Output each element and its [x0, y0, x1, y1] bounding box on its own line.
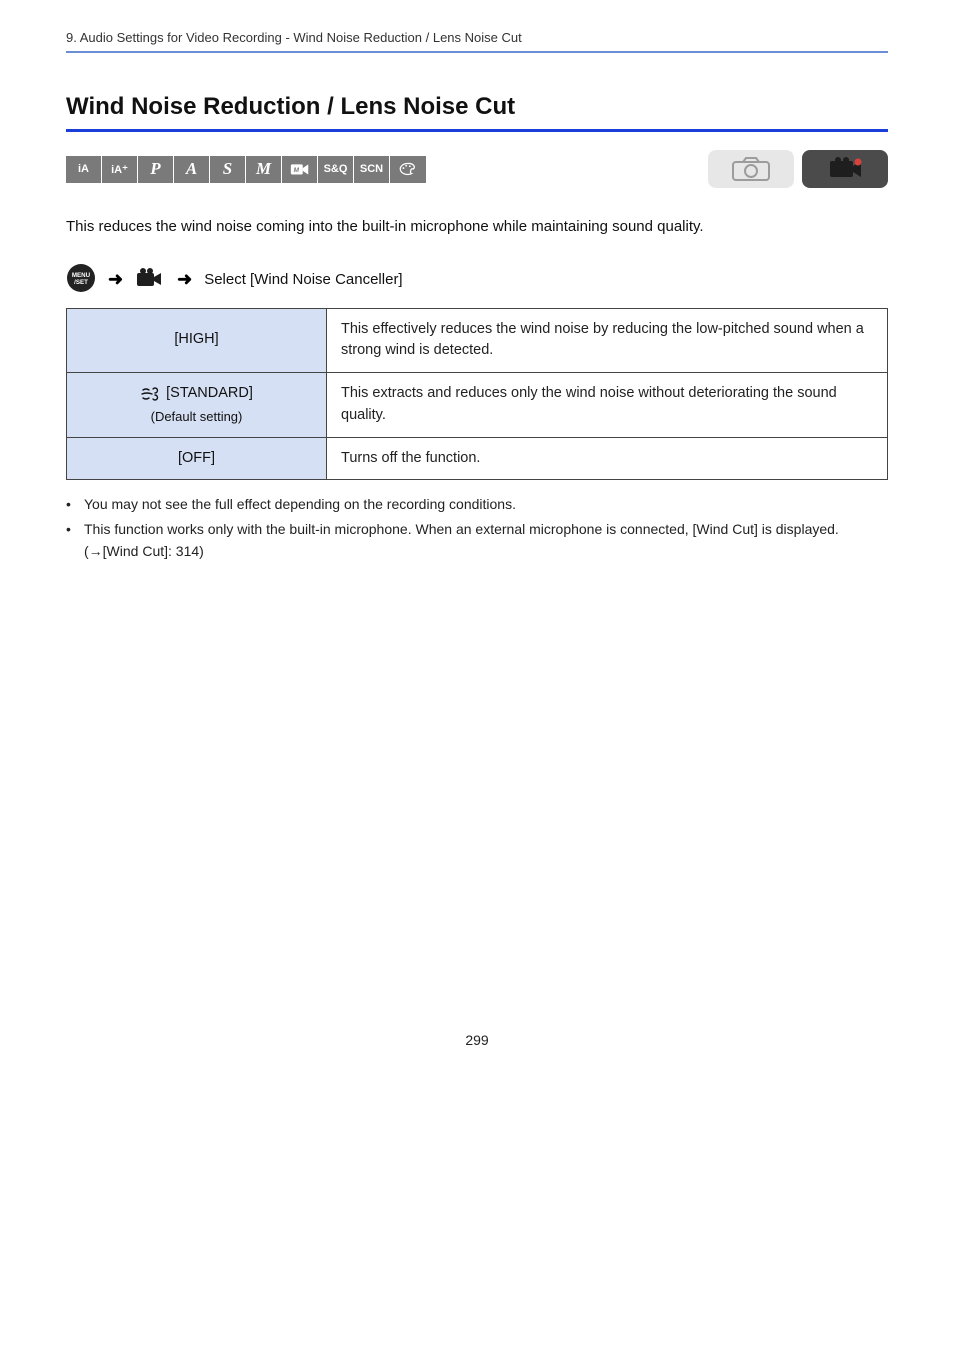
setting-name-cell: [HIGH] — [67, 308, 327, 373]
setting-name-cell: [STANDARD](Default setting) — [67, 373, 327, 438]
notes-list: •You may not see the full effect dependi… — [66, 494, 888, 562]
video-capture-icon — [802, 150, 888, 188]
wind-icon — [140, 386, 160, 402]
svg-text:MENU: MENU — [72, 272, 91, 279]
bullet-icon: • — [66, 494, 84, 516]
mode-icon — [390, 156, 426, 183]
photo-capture-icon — [708, 150, 794, 188]
note-item: •This function works only with the built… — [66, 519, 888, 562]
mode-icon: M — [246, 156, 282, 183]
note-text: This function works only with the built-… — [84, 519, 888, 562]
mode-icon: SCN — [354, 156, 390, 183]
breadcrumb: 9. Audio Settings for Video Recording - … — [66, 30, 888, 45]
table-row: [OFF]Turns off the function. — [67, 437, 888, 480]
video-menu-icon — [135, 267, 165, 292]
note-item: •You may not see the full effect dependi… — [66, 494, 888, 516]
arrow-icon: ➜ — [108, 269, 123, 290]
mode-icon: iA — [66, 156, 102, 183]
menu-path-label: Select [Wind Noise Canceller] — [204, 271, 402, 288]
note-text: You may not see the full effect dependin… — [84, 494, 888, 516]
setting-description-cell: This effectively reduces the wind noise … — [327, 308, 888, 373]
heading-rule — [66, 129, 888, 132]
setting-default-label: (Default setting) — [81, 407, 312, 427]
svg-text:M: M — [293, 167, 299, 174]
mode-icon: S — [210, 156, 246, 183]
table-row: [HIGH]This effectively reduces the wind … — [67, 308, 888, 373]
capture-type-icons — [708, 150, 888, 188]
setting-description-cell: This extracts and reduces only the wind … — [327, 373, 888, 438]
menu-set-icon: MENU /SET — [66, 263, 96, 296]
mode-icon: M — [282, 156, 318, 183]
menu-path: MENU /SET ➜ ➜ Select [Wind Noise Cancell… — [66, 263, 888, 296]
mode-icon: A — [174, 156, 210, 183]
table-row: [STANDARD](Default setting)This extracts… — [67, 373, 888, 438]
mode-icon-strip: iAiA⁺PASMMS&QSCN — [66, 156, 426, 183]
mode-icon: P — [138, 156, 174, 183]
mode-row: iAiA⁺PASMMS&QSCN — [66, 150, 888, 188]
svg-text:/SET: /SET — [74, 279, 88, 286]
setting-name-cell: [OFF] — [67, 437, 327, 480]
mode-icon: iA⁺ — [102, 156, 138, 183]
page-title: Wind Noise Reduction / Lens Noise Cut — [66, 93, 888, 121]
mode-icon: S&Q — [318, 156, 354, 183]
arrow-icon: ➜ — [177, 269, 192, 290]
page-number: 299 — [66, 1032, 888, 1088]
bullet-icon: • — [66, 519, 84, 562]
intro-text: This reduces the wind noise coming into … — [66, 216, 888, 239]
settings-table: [HIGH]This effectively reduces the wind … — [66, 308, 888, 481]
setting-description-cell: Turns off the function. — [327, 437, 888, 480]
page-container: 9. Audio Settings for Video Recording - … — [0, 0, 954, 1088]
top-divider — [66, 51, 888, 53]
